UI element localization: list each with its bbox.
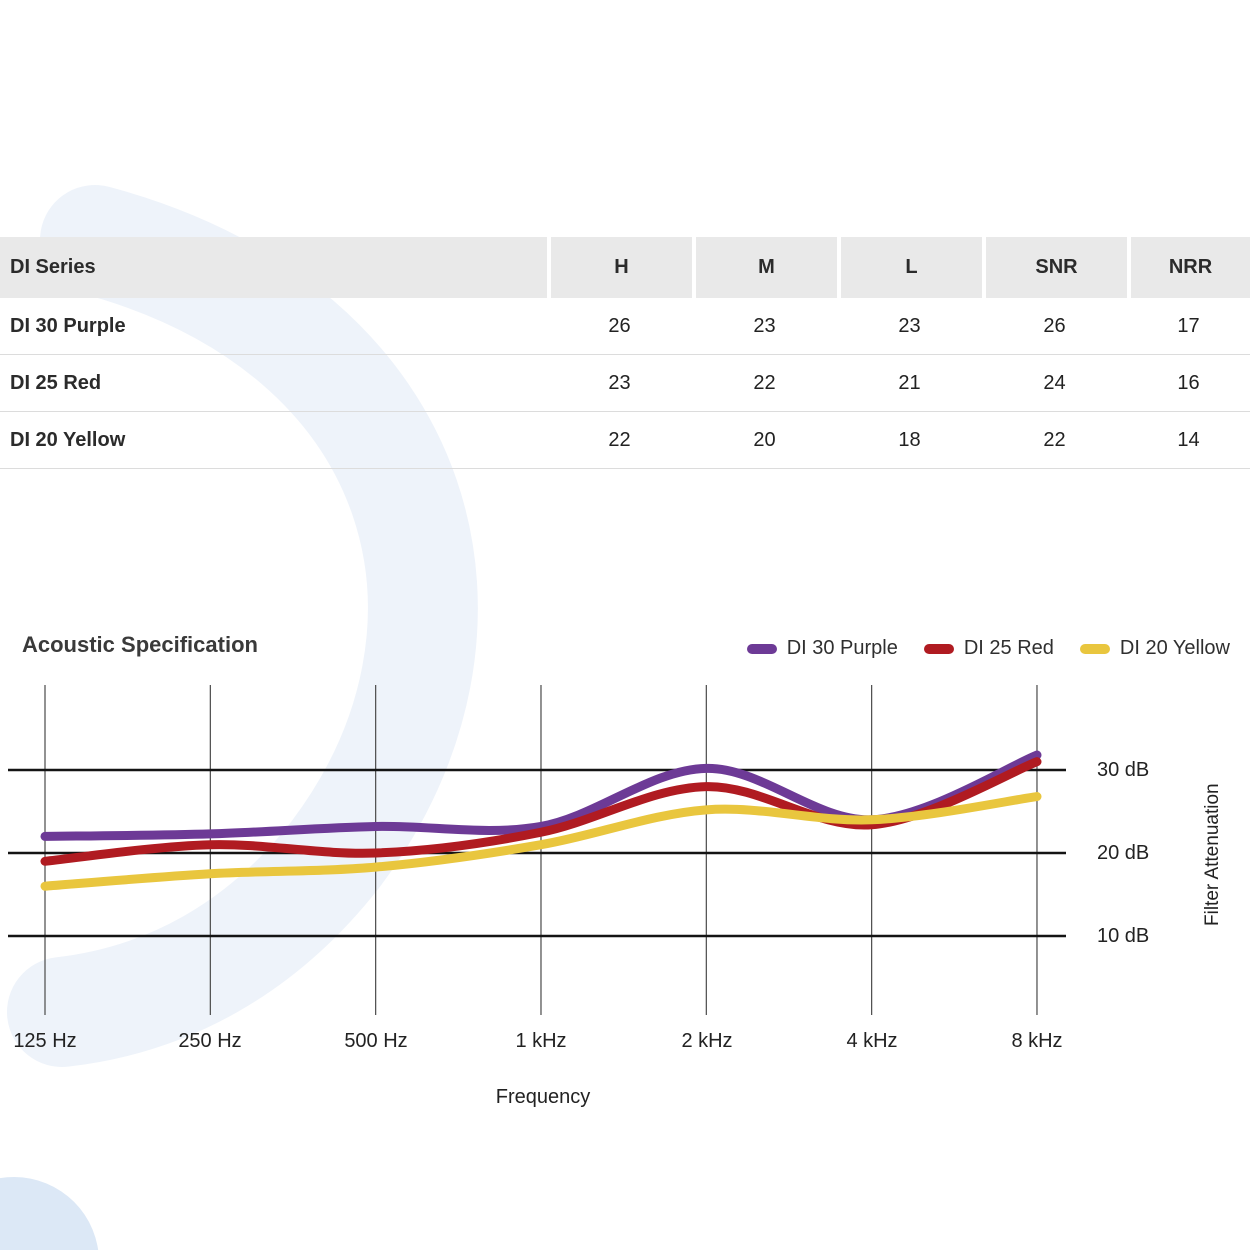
chart-canvas	[8, 685, 1066, 1015]
x-tick-4khz: 4 kHz	[846, 1030, 898, 1052]
cell-h: 26	[608, 314, 631, 337]
x-tick-2khz: 2 kHz	[681, 1030, 733, 1052]
legend-label: DI 25 Red	[963, 637, 1054, 659]
cell-nrr: 14	[1177, 428, 1200, 451]
cell-l: 21	[898, 371, 921, 394]
cell-l: 23	[898, 314, 921, 337]
chart-legend: DI 30 Purple DI 25 Red DI 20 Yellow	[746, 637, 1230, 660]
legend-item: DI 20 Yellow	[1079, 637, 1230, 660]
cell-m: 23	[753, 314, 776, 337]
x-tick-125hz: 125 Hz	[13, 1030, 77, 1052]
attenuation-table: DI Series H M L SNR NRR DI 30 Purple 26 …	[0, 237, 1250, 469]
legend-label: DI 30 Purple	[786, 637, 898, 659]
series-line-di-25-red	[40, 757, 1042, 866]
y-tick-30db: 30 dB	[1097, 759, 1150, 781]
series-line-di-20-yellow	[40, 792, 1042, 891]
cell-h: 23	[608, 371, 631, 394]
table-row: DI 25 Red 23 22 21 24 16	[0, 355, 1250, 412]
chart-title: Acoustic Specification	[22, 632, 258, 657]
cell-snr: 24	[1043, 371, 1066, 394]
cell-m: 20	[753, 428, 776, 451]
cell-snr: 22	[1043, 428, 1066, 451]
legend-label: DI 20 Yellow	[1119, 637, 1230, 659]
cell-nrr: 16	[1177, 371, 1200, 394]
table-row: DI 20 Yellow 22 20 18 22 14	[0, 412, 1250, 469]
legend-swatch-purple-icon	[746, 643, 777, 654]
row-label: DI 30 Purple	[10, 314, 126, 337]
cell-l: 18	[898, 428, 921, 451]
legend-swatch-yellow-icon	[1079, 643, 1110, 654]
column-header-h: H	[547, 237, 692, 298]
legend-item: DI 25 Red	[923, 637, 1054, 660]
y-tick-20db: 20 dB	[1097, 842, 1150, 864]
x-axis-title: Frequency	[495, 1086, 591, 1108]
row-label: DI 20 Yellow	[10, 428, 126, 451]
table-row: DI 30 Purple 26 23 23 26 17	[0, 298, 1250, 355]
legend-item: DI 30 Purple	[746, 637, 898, 660]
column-header-snr: SNR	[982, 237, 1127, 298]
cell-snr: 26	[1043, 314, 1066, 337]
column-header-di-series: DI Series	[0, 237, 547, 298]
column-header-l: L	[837, 237, 982, 298]
row-label: DI 25 Red	[10, 371, 102, 394]
legend-swatch-red-icon	[923, 643, 954, 654]
x-tick-8khz: 8 kHz	[1011, 1030, 1063, 1052]
table-header-row: DI Series H M L SNR NRR	[0, 237, 1250, 298]
y-tick-10db: 10 dB	[1097, 925, 1150, 947]
watermark-swoosh	[7, 185, 478, 1067]
cell-h: 22	[608, 428, 631, 451]
cell-nrr: 17	[1177, 314, 1200, 337]
watermark-blob	[0, 1177, 99, 1250]
x-tick-250hz: 250 Hz	[178, 1030, 242, 1052]
x-tick-1khz: 1 kHz	[515, 1030, 567, 1052]
column-header-m: M	[692, 237, 837, 298]
cell-m: 22	[753, 371, 776, 394]
column-header-nrr: NRR	[1127, 237, 1250, 298]
x-tick-500hz: 500 Hz	[344, 1030, 408, 1052]
y-axis-title: Filter Attenuation	[1202, 783, 1223, 927]
